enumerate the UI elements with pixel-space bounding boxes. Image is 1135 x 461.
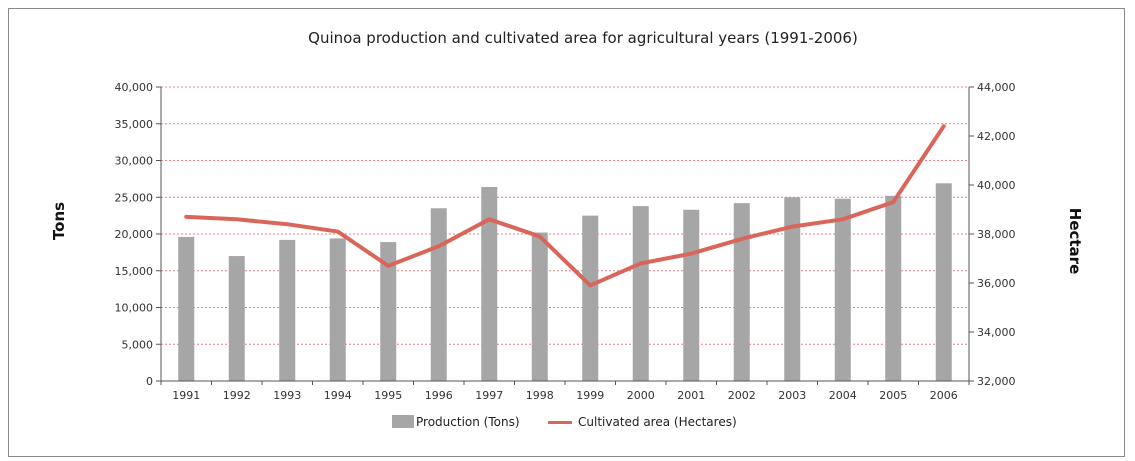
x-tick-label: 2002 bbox=[728, 389, 756, 402]
y2-axis-title: Hectare bbox=[1066, 208, 1084, 274]
x-tick-label: 1991 bbox=[172, 389, 200, 402]
y-axis-title: Tons bbox=[50, 202, 68, 240]
y-tick-label: 40,000 bbox=[115, 81, 154, 94]
y-tick-label: 30,000 bbox=[115, 155, 154, 168]
cultivated-area-point bbox=[336, 230, 340, 234]
cultivated-area-point bbox=[740, 237, 744, 241]
x-tick-label: 1998 bbox=[526, 389, 554, 402]
x-tick-label: 2006 bbox=[930, 389, 958, 402]
y-tick-label: 20,000 bbox=[115, 228, 154, 241]
production-bar bbox=[380, 242, 397, 381]
x-tick-label: 2003 bbox=[778, 389, 806, 402]
y-tick-label: 15,000 bbox=[115, 265, 154, 278]
y2-tick-label: 36,000 bbox=[977, 277, 1016, 290]
y-tick-labels: 0 5,000 10,000 15,000 20,000 25,000 30,000 35,0… bbox=[115, 81, 154, 388]
cultivated-area-point bbox=[841, 217, 845, 221]
y-tick-label: 0 bbox=[146, 375, 153, 388]
gridlines bbox=[161, 86, 969, 345]
cultivated-area-point bbox=[588, 283, 592, 287]
production-bar bbox=[481, 186, 498, 381]
y-tick-label: 25,000 bbox=[115, 191, 154, 204]
x-tick-labels: 1991 1992 1993 1994 1995 1996 1997 1998 1999 2000… bbox=[172, 389, 958, 402]
production-bar bbox=[733, 203, 750, 381]
production-bar bbox=[329, 238, 346, 381]
cultivated-area-point bbox=[184, 215, 188, 219]
production-bars bbox=[178, 183, 952, 381]
x-tick-label: 2005 bbox=[879, 389, 907, 402]
production-bar bbox=[935, 183, 952, 381]
x-tick-label: 2004 bbox=[829, 389, 857, 402]
cultivated-area-point bbox=[942, 124, 946, 128]
legend-cultivated-area-swatch bbox=[548, 421, 572, 424]
chart-title: Quinoa production and cultivated area fo… bbox=[308, 29, 858, 47]
cultivated-area-point bbox=[538, 234, 542, 238]
y2-tick-label: 34,000 bbox=[977, 326, 1016, 339]
x-tick-label: 2000 bbox=[627, 389, 655, 402]
x-tick-label: 1992 bbox=[223, 389, 251, 402]
y2-tick-label: 42,000 bbox=[977, 130, 1016, 143]
production-bar bbox=[430, 208, 447, 381]
y-tick-label: 10,000 bbox=[115, 302, 154, 315]
production-bar bbox=[683, 209, 700, 381]
x-tick-label: 1993 bbox=[273, 389, 301, 402]
cultivated-area-point bbox=[639, 261, 643, 265]
axes bbox=[156, 86, 974, 385]
production-bar bbox=[531, 232, 548, 381]
x-tick-label: 1994 bbox=[324, 389, 352, 402]
x-tick-label: 1997 bbox=[475, 389, 503, 402]
y2-tick-labels: 32,000 34,000 36,000 38,000 40,000 42,000 44,0… bbox=[977, 81, 1016, 388]
cultivated-area-point bbox=[790, 225, 794, 229]
y-tick-label: 35,000 bbox=[115, 118, 154, 131]
cultivated-area-line bbox=[184, 124, 946, 288]
cultivated-area-point bbox=[689, 252, 693, 256]
production-bar bbox=[632, 206, 649, 381]
legend-cultivated-area-label: Cultivated area (Hectares) bbox=[578, 415, 737, 429]
cultivated-area-point bbox=[437, 244, 441, 248]
x-tick-label: 1995 bbox=[374, 389, 402, 402]
chart-frame: Quinoa production and cultivated area fo… bbox=[8, 8, 1125, 457]
x-tick-label: 2001 bbox=[677, 389, 705, 402]
production-bar bbox=[885, 195, 902, 381]
cultivated-area-series-line bbox=[184, 124, 946, 288]
y2-tick-label: 38,000 bbox=[977, 228, 1016, 241]
y-tick-label: 5,000 bbox=[122, 338, 154, 351]
legend-production-label: Production (Tons) bbox=[416, 415, 520, 429]
y2-tick-label: 40,000 bbox=[977, 179, 1016, 192]
cultivated-area-point bbox=[235, 217, 239, 221]
legend-production-swatch bbox=[392, 415, 414, 428]
cultivated-area-point bbox=[487, 217, 491, 221]
cultivated-area-point bbox=[386, 264, 390, 268]
production-bar bbox=[582, 215, 599, 381]
production-bar bbox=[784, 197, 801, 381]
production-bar bbox=[178, 236, 195, 381]
x-tick-label: 1999 bbox=[576, 389, 604, 402]
x-tick-label: 1996 bbox=[425, 389, 453, 402]
y2-tick-label: 44,000 bbox=[977, 81, 1016, 94]
production-bar bbox=[228, 256, 245, 381]
chart: Quinoa production and cultivated area fo… bbox=[50, 29, 1084, 429]
cultivated-area-point bbox=[891, 200, 895, 204]
cultivated-area-point bbox=[285, 222, 289, 226]
production-bar bbox=[834, 198, 851, 381]
y2-tick-label: 32,000 bbox=[977, 375, 1016, 388]
legend: Production (Tons) Cultivated area (Hecta… bbox=[392, 415, 737, 429]
production-bar bbox=[279, 239, 296, 381]
